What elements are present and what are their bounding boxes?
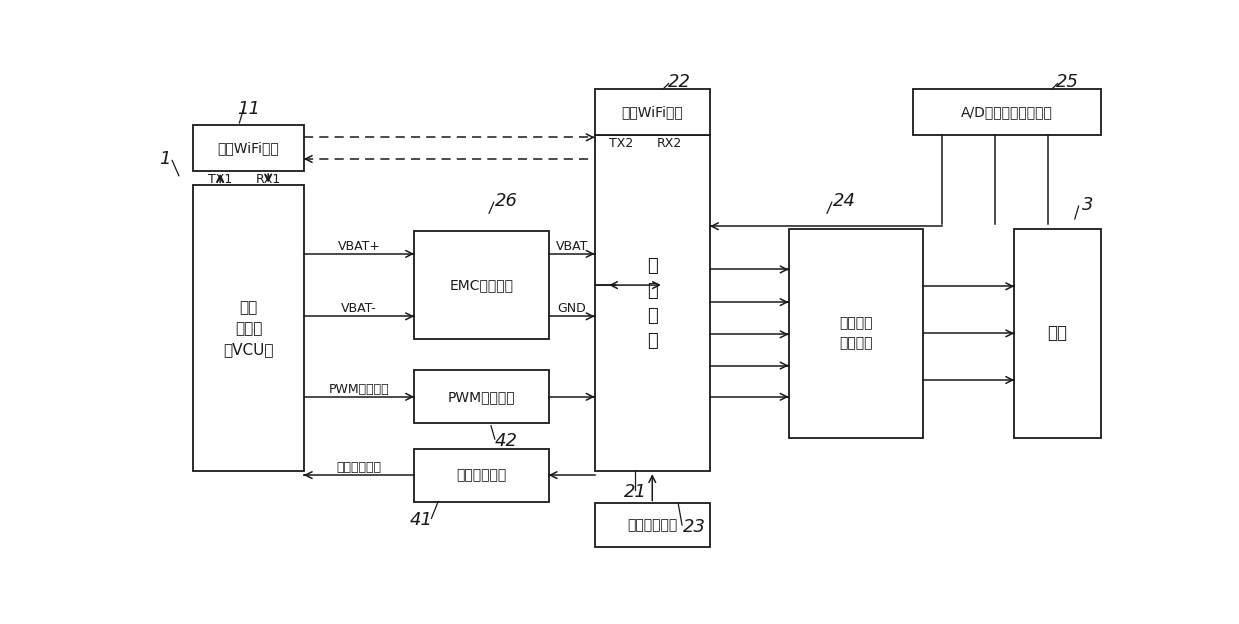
Bar: [595, 135, 710, 471]
Text: PWM调速电路: PWM调速电路: [447, 390, 515, 404]
Bar: [414, 371, 549, 423]
Text: VBAT-: VBAT-: [341, 302, 377, 315]
Bar: [414, 449, 549, 502]
Bar: [193, 185, 304, 471]
Text: 三相六桥
逆变单元: 三相六桥 逆变单元: [839, 316, 872, 350]
Bar: [193, 125, 304, 171]
Text: A/D反电动势采集电路: A/D反电动势采集电路: [961, 105, 1053, 119]
Text: 24: 24: [833, 192, 856, 210]
Text: 25: 25: [1056, 73, 1079, 91]
Bar: [913, 89, 1100, 135]
Text: 第二WiFi模块: 第二WiFi模块: [622, 105, 683, 119]
Bar: [414, 231, 549, 339]
Text: 控
制
模
块: 控 制 模 块: [647, 256, 658, 349]
Text: RX2: RX2: [657, 137, 683, 150]
Text: 第一WiFi模块: 第一WiFi模块: [218, 141, 279, 155]
Text: 故障反馈信号: 故障反馈信号: [337, 461, 382, 474]
Bar: [1015, 228, 1100, 437]
Text: 41: 41: [409, 511, 432, 529]
Text: 42: 42: [494, 432, 518, 450]
Text: 3: 3: [1083, 195, 1094, 213]
Text: TX2: TX2: [610, 137, 633, 150]
Text: 11: 11: [238, 99, 260, 117]
Text: 1: 1: [159, 150, 170, 168]
Text: GND: GND: [558, 302, 586, 315]
Bar: [595, 89, 710, 135]
Text: EMC滤波电路: EMC滤波电路: [450, 278, 513, 292]
Text: 23: 23: [683, 519, 706, 537]
Bar: [789, 228, 923, 437]
Text: TX1: TX1: [208, 173, 232, 186]
Text: 故障检测电路: 故障检测电路: [627, 518, 678, 532]
Text: VBAT+: VBAT+: [337, 240, 380, 253]
Bar: [595, 504, 710, 547]
Text: 故障反馈电路: 故障反馈电路: [456, 468, 507, 482]
Text: PWM调速信号: PWM调速信号: [328, 383, 389, 396]
Text: 整车
控制器
（VCU）: 整车 控制器 （VCU）: [223, 300, 274, 357]
Text: 26: 26: [494, 192, 518, 210]
Text: VBAT: VBAT: [555, 240, 587, 253]
Text: 22: 22: [668, 73, 690, 91]
Text: 21: 21: [623, 483, 647, 501]
Text: RX1: RX1: [255, 173, 281, 186]
Text: 电机: 电机: [1047, 324, 1068, 342]
